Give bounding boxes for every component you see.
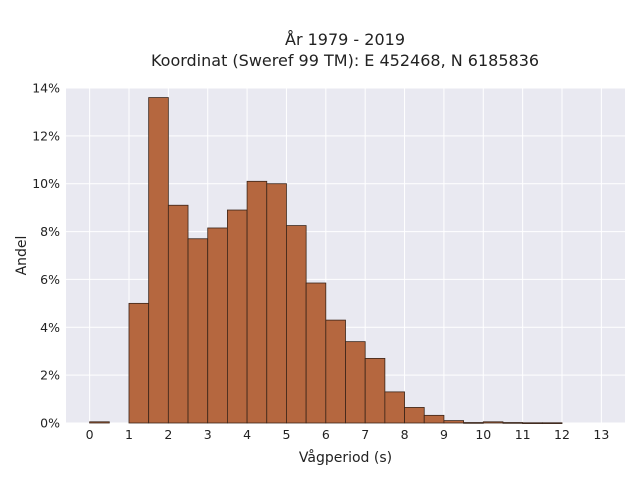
histogram-bar xyxy=(305,282,327,424)
y-tick-label: 10% xyxy=(32,176,60,191)
x-tick-label: 0 xyxy=(86,427,94,442)
histogram-bar xyxy=(345,341,366,424)
histogram-bar xyxy=(502,422,524,424)
x-tick-label: 11 xyxy=(515,427,531,442)
x-tick-label: 7 xyxy=(361,427,369,442)
x-tick-label: 5 xyxy=(282,427,290,442)
histogram-bar xyxy=(187,238,209,424)
bars xyxy=(89,97,563,424)
histogram-bar xyxy=(541,422,563,424)
histogram-bar xyxy=(128,302,150,424)
histogram-bar xyxy=(463,422,484,424)
histogram-bar xyxy=(89,421,110,424)
histogram-bar xyxy=(286,225,307,424)
histogram-bar xyxy=(423,414,445,424)
histogram-bar xyxy=(266,183,287,424)
y-tick-label: 12% xyxy=(32,128,60,143)
x-tick-label: 3 xyxy=(204,427,212,442)
y-tick-label: 8% xyxy=(40,224,60,239)
y-axis-ticks: 0% 2% 4% 6% 8% 10% 12% 14% xyxy=(32,81,60,431)
histogram-bar xyxy=(384,391,405,424)
chart-title-line-1: År 1979 - 2019 xyxy=(285,30,405,49)
x-tick-label: 2 xyxy=(164,427,172,442)
histogram-bar xyxy=(148,97,169,424)
x-tick-label: 10 xyxy=(475,427,491,442)
histogram-bar xyxy=(443,420,464,424)
y-tick-label: 4% xyxy=(40,320,60,335)
histogram-bar xyxy=(227,209,248,424)
y-tick-label: 14% xyxy=(32,81,60,96)
y-axis-label: Andel xyxy=(14,236,30,276)
x-axis-label: Vågperiod (s) xyxy=(299,449,392,466)
histogram-bar xyxy=(364,357,386,424)
histogram-bar xyxy=(325,319,346,424)
histogram-bar xyxy=(522,422,543,424)
histogram-bar xyxy=(167,204,189,424)
histogram-bar xyxy=(482,421,504,424)
y-tick-label: 0% xyxy=(40,416,60,431)
y-tick-label: 2% xyxy=(40,368,60,383)
x-tick-label: 8 xyxy=(401,427,409,442)
x-tick-label: 9 xyxy=(440,427,448,442)
histogram-bar xyxy=(207,227,228,424)
chart-title-line-2: Koordinat (Sweref 99 TM): E 452468, N 61… xyxy=(150,51,540,70)
x-tick-label: 12 xyxy=(554,427,570,442)
x-tick-label: 4 xyxy=(243,427,251,442)
x-axis-ticks: 0 1 2 3 4 5 6 7 8 9 10 11 12 13 xyxy=(86,427,610,442)
x-tick-label: 1 xyxy=(125,427,133,442)
histogram-bar xyxy=(246,180,268,424)
y-tick-label: 6% xyxy=(40,272,60,287)
histogram-bar xyxy=(404,407,425,424)
x-tick-label: 13 xyxy=(593,427,609,442)
x-tick-label: 6 xyxy=(322,427,330,442)
